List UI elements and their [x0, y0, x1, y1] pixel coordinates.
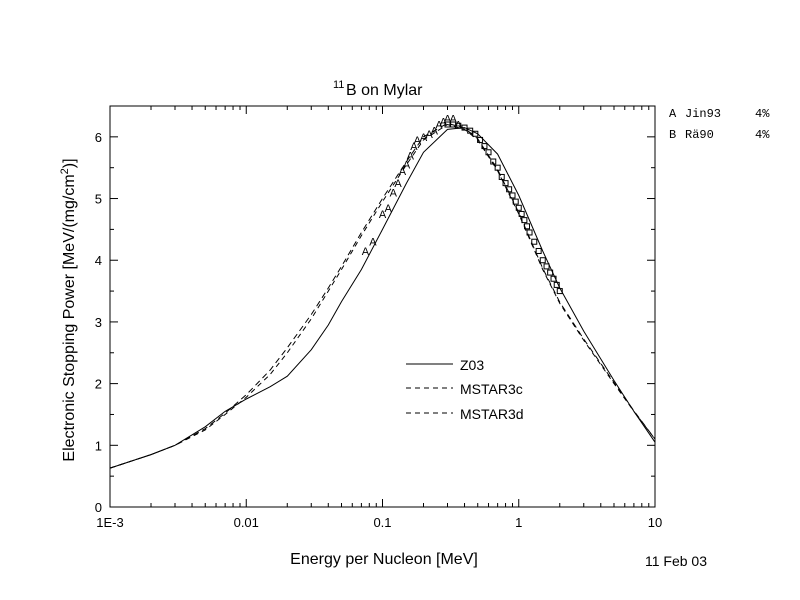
y-tick-label: 3 [95, 315, 102, 330]
data-marker-a: A [407, 150, 415, 162]
data-marker-b [506, 186, 513, 193]
legend-label-mstar3c: MSTAR3c [460, 381, 523, 397]
legend: Z03 MSTAR3c MSTAR3d [406, 357, 524, 422]
y-tick-label: 2 [95, 377, 102, 392]
data-marker-b [461, 124, 468, 131]
x-tick-label: 0.01 [234, 515, 259, 530]
data-marker-b [467, 127, 474, 134]
y-tick-label: 4 [95, 253, 102, 268]
data-marker-b [553, 281, 560, 288]
data-marker-b [543, 263, 550, 270]
data-marker-b [477, 136, 484, 143]
data-marker-a: A [362, 246, 370, 258]
data-marker-a: A [449, 113, 457, 125]
data-marker-a: A [435, 120, 443, 132]
data-marker-a: A [384, 203, 392, 215]
data-marker-a: A [379, 209, 387, 221]
data-marker-a: A [455, 120, 463, 132]
x-tick-label: 10 [648, 515, 662, 530]
data-marker-a: A [420, 132, 428, 144]
data-marker-b [556, 288, 563, 295]
data-marker-b [539, 257, 546, 264]
data-marker-b [481, 143, 488, 150]
series-line-mstar3d [109, 122, 656, 469]
reference-name-b: Rä90 [685, 128, 714, 142]
data-marker-b [498, 173, 505, 180]
data-marker-b [512, 198, 519, 205]
series-line-mstar3c [109, 123, 656, 469]
chart-title: B on Mylar [346, 82, 423, 99]
y-tick-label: 5 [95, 192, 102, 207]
data-marker-b [485, 149, 492, 156]
date-stamp: 11 Feb 03 [645, 553, 707, 569]
data-marker-b [444, 121, 451, 128]
y-tick-label: 6 [95, 130, 102, 145]
data-marker-b [518, 210, 525, 217]
plot-frame [109, 105, 656, 508]
data-marker-a: A [394, 178, 402, 190]
data-marker-a: A [403, 160, 411, 172]
y-tick-label: 1 [95, 438, 102, 453]
data-marker-b [526, 229, 533, 236]
data-marker-b [490, 158, 497, 165]
data-marker-b [472, 130, 479, 137]
data-marker-b [494, 164, 501, 171]
data-marker-b [455, 122, 462, 129]
data-marker-a: A [390, 187, 398, 199]
data-marker-a: A [410, 141, 418, 153]
reference-error-a: 4% [755, 107, 770, 121]
x-tick-label: 1 [515, 515, 522, 530]
title-superscript: 11 [333, 79, 344, 91]
data-marker-b [502, 180, 509, 187]
reference-error-b: 4% [755, 128, 770, 142]
data-marker-a: A [399, 166, 407, 178]
y-tick-label: 0 [95, 500, 102, 515]
data-marker-b [531, 238, 538, 245]
data-marker-b [521, 217, 528, 224]
x-tick-label: 0.1 [373, 515, 391, 530]
data-marker-b [509, 192, 516, 199]
data-marker-b [547, 269, 554, 276]
x-axis-label: Energy per Nucleon [MeV] [290, 551, 478, 568]
reference-name-a: Jin93 [685, 107, 721, 121]
data-marker-a: A [414, 135, 422, 147]
data-marker-b [535, 247, 542, 254]
reference-marker-a: A [669, 107, 677, 121]
data-marker-b [515, 204, 522, 211]
data-marker-a: A [440, 116, 448, 128]
data-marker-b [524, 223, 531, 230]
x-tick-label: 1E-3 [96, 515, 123, 530]
reference-marker-b: B [669, 128, 676, 142]
y-axis-label: Electronic Stopping Power [MeV/(mg/cm2)] [59, 158, 78, 461]
data-marker-b [550, 275, 557, 282]
data-marker-a: A [431, 126, 439, 138]
legend-label-z03: Z03 [460, 357, 484, 373]
data-marker-a: A [425, 129, 433, 141]
reference-list: A Jin93 4% B Rä90 4% [669, 107, 770, 142]
data-marker-a: A [444, 113, 452, 125]
data-marker-a: A [369, 237, 377, 249]
series-lines [109, 122, 656, 469]
series-line-z03 [109, 127, 656, 469]
legend-label-mstar3d: MSTAR3d [460, 406, 524, 422]
axis-ticks: 1E-3 0.01 0.1 1 10 0 1 2 3 4 5 6 [95, 106, 662, 530]
